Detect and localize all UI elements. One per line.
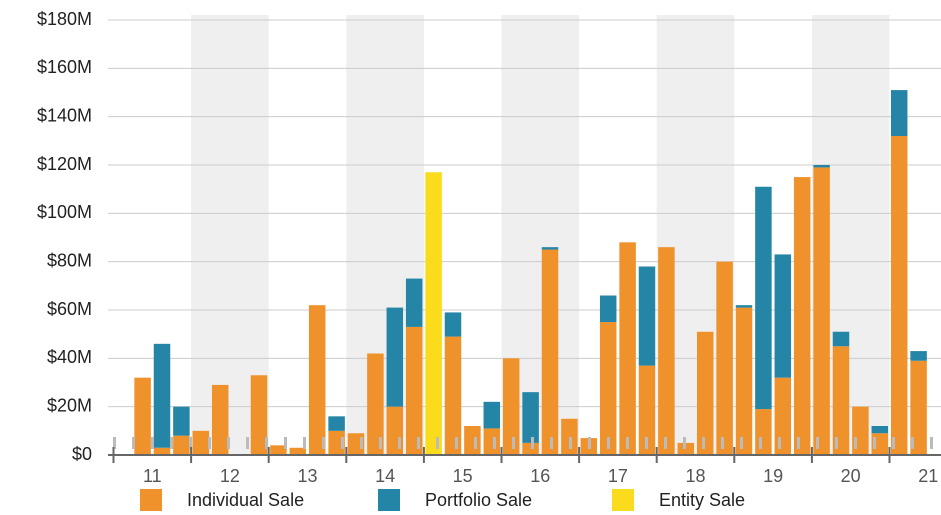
- bar-segment: [328, 416, 345, 431]
- bar-segment: [696, 331, 714, 455]
- bar-segment: [599, 322, 617, 455]
- y-tick-label: $60M: [47, 299, 92, 319]
- bar-segment: [735, 307, 753, 455]
- legend-swatch: [378, 489, 400, 511]
- bar-segment: [405, 326, 423, 455]
- bars: [134, 90, 927, 456]
- bar-segment: [444, 336, 462, 455]
- bar-segment: [425, 172, 442, 455]
- bar-segment: [832, 331, 850, 347]
- bar-segment: [289, 447, 307, 455]
- x-tick-label: 15: [453, 466, 473, 486]
- bar-segment: [561, 418, 578, 455]
- bar-segment: [890, 136, 908, 455]
- x-tick-label: 14: [375, 466, 395, 486]
- y-tick-label: $100M: [37, 202, 92, 222]
- x-tick-label: 18: [685, 466, 705, 486]
- bar-segment: [192, 430, 210, 455]
- bar-segment: [444, 312, 462, 337]
- bar-segment: [638, 365, 656, 455]
- x-axis: 11 12 13 14 15 16 17 18 19 20 21: [108, 447, 941, 486]
- bar-segment: [541, 247, 559, 250]
- bar-segment: [522, 392, 539, 443]
- x-tick-label: 17: [608, 466, 628, 486]
- bar-segment: [813, 167, 830, 455]
- bar-segment: [134, 377, 151, 455]
- bar-segment: [405, 278, 423, 327]
- y-tick-label: $160M: [37, 57, 92, 77]
- bar-segment: [793, 177, 811, 456]
- bar-segment: [270, 445, 287, 455]
- x-tick-label: 13: [297, 466, 317, 486]
- bar-segment: [755, 186, 772, 410]
- bar-segment: [910, 360, 927, 455]
- bar-segment: [483, 401, 501, 429]
- y-tick-label: $80M: [47, 250, 92, 270]
- x-tick-label: 20: [841, 466, 861, 486]
- bar-segment: [910, 351, 927, 361]
- x-tick-label: 12: [220, 466, 240, 486]
- y-tick-label: $140M: [37, 105, 92, 125]
- bar-segment: [871, 426, 889, 434]
- bar-segment: [211, 384, 229, 455]
- bar-segment: [541, 249, 559, 455]
- bar-segment: [832, 346, 850, 455]
- bar-segment: [658, 247, 675, 455]
- y-tick-label: $0: [72, 444, 92, 464]
- bar-segment: [173, 406, 190, 436]
- bar-segment: [502, 358, 520, 455]
- bar-segment: [483, 428, 501, 455]
- bar-segment: [774, 377, 792, 455]
- legend-label: Portfolio Sale: [425, 490, 532, 510]
- x-tick-label: 19: [763, 466, 783, 486]
- y-tick-label: $40M: [47, 347, 92, 367]
- y-tick-label: $180M: [37, 9, 92, 29]
- bar-segment: [755, 409, 772, 455]
- bar-segment: [250, 375, 268, 455]
- bar-segment: [522, 442, 539, 455]
- legend-label: Individual Sale: [187, 490, 304, 510]
- bar-segment: [735, 305, 753, 308]
- bar-segment: [774, 254, 792, 378]
- bar-segment: [386, 307, 404, 407]
- bar-segment: [716, 261, 733, 455]
- bar-segment: [328, 430, 345, 455]
- y-tick-label: $120M: [37, 154, 92, 174]
- x-tick-label: 11: [143, 466, 162, 486]
- bar-segment: [173, 435, 190, 455]
- bar-segment: [599, 295, 617, 323]
- bar-segment: [153, 343, 171, 448]
- x-tick-label: 16: [530, 466, 550, 486]
- bar-segment: [153, 447, 171, 455]
- legend-label: Entity Sale: [659, 490, 745, 510]
- bar-segment: [308, 305, 326, 455]
- legend-swatch: [612, 489, 634, 511]
- bar-segment: [619, 242, 636, 455]
- legend: Individual Sale Portfolio Sale Entity Sale: [140, 489, 745, 511]
- y-tick-label: $20M: [47, 395, 92, 415]
- bar-segment: [638, 266, 656, 366]
- bar-segment: [813, 165, 830, 168]
- bar-segment: [464, 426, 481, 455]
- legend-swatch: [140, 489, 162, 511]
- bar-segment: [890, 90, 908, 136]
- bar-segment: [367, 353, 384, 455]
- x-tick-label: 21: [918, 466, 938, 486]
